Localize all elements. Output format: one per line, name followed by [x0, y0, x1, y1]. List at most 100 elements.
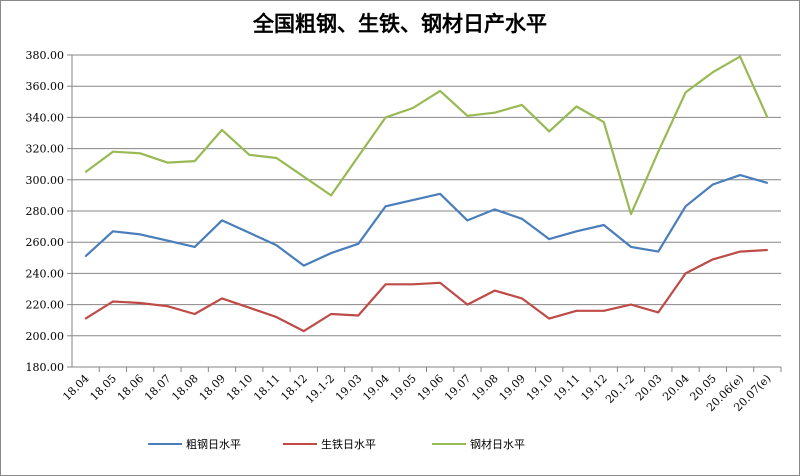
data-point	[384, 205, 387, 208]
data-point	[275, 316, 278, 318]
legend-swatch	[148, 443, 182, 445]
data-point	[575, 230, 578, 233]
data-point	[84, 255, 87, 258]
x-tick-label: 18.11	[251, 372, 282, 403]
x-tick-label: 19.07	[442, 372, 473, 403]
data-point	[684, 91, 687, 94]
x-tick-label: 18.08	[169, 372, 200, 403]
data-point	[739, 55, 741, 58]
data-point	[302, 264, 305, 267]
data-point	[602, 310, 605, 312]
data-point	[766, 182, 769, 184]
data-point	[221, 219, 223, 222]
y-tick-label: 360.00	[26, 80, 65, 93]
data-point	[466, 303, 469, 306]
data-point	[330, 194, 332, 197]
x-tick-label: 18.04	[60, 372, 91, 403]
data-point	[684, 272, 687, 275]
data-point	[357, 314, 360, 317]
data-point	[193, 246, 196, 248]
data-point	[384, 116, 387, 119]
data-point	[575, 105, 578, 108]
x-tick-label: 19.06	[415, 372, 446, 403]
data-point	[412, 107, 414, 109]
x-tick-label: 19.11	[551, 372, 582, 403]
data-point	[493, 208, 496, 211]
data-point	[493, 111, 496, 114]
data-point	[139, 302, 141, 304]
data-point	[193, 313, 196, 315]
data-point	[275, 244, 278, 247]
series-line-2	[85, 248, 768, 333]
x-tick-label: 19.1-2	[303, 372, 337, 406]
x-tick-label: 18.10	[224, 372, 255, 403]
x-tick-label: 18.05	[88, 372, 119, 403]
chart-title: 全国粗钢、生铁、钢材日产水平	[253, 11, 547, 36]
data-point	[112, 230, 114, 233]
data-point	[412, 283, 414, 286]
data-point	[439, 193, 441, 195]
data-point	[193, 160, 196, 162]
data-point	[466, 115, 469, 117]
data-point	[712, 71, 714, 73]
x-tick-label: 20.1-2	[603, 372, 637, 406]
y-tick-label: 260.00	[26, 236, 65, 249]
data-point	[112, 150, 114, 153]
x-tick-label: 19.03	[333, 372, 364, 403]
y-tick-label: 380.00	[26, 49, 65, 62]
data-point	[302, 175, 305, 178]
y-tick-label: 320.00	[26, 143, 65, 156]
data-point	[548, 130, 551, 133]
x-tick-label: 19.04	[360, 372, 391, 403]
data-point	[139, 233, 141, 236]
data-point	[439, 90, 441, 92]
data-point	[248, 154, 251, 156]
y-tick-label: 280.00	[26, 205, 65, 218]
data-point	[275, 157, 278, 159]
y-tick-label: 220.00	[26, 299, 65, 312]
legend-label: 生铁日水平	[321, 438, 376, 451]
x-tick-label: 19.05	[388, 372, 419, 403]
data-point	[657, 150, 660, 153]
data-point	[739, 174, 741, 176]
data-point	[521, 104, 523, 106]
data-point	[766, 116, 769, 119]
data-point	[493, 289, 496, 292]
legend-swatch	[283, 443, 317, 445]
data-point	[439, 281, 441, 284]
x-tick-label: 18.09	[197, 372, 228, 403]
legend-swatch	[432, 443, 466, 445]
data-point	[112, 300, 114, 303]
data-point	[357, 155, 360, 158]
data-point	[521, 297, 523, 300]
data-point	[248, 232, 251, 234]
x-tick-label: 20.04	[660, 372, 691, 403]
data-point	[357, 242, 360, 245]
data-point	[712, 258, 714, 261]
data-point	[330, 252, 332, 254]
data-point	[84, 317, 87, 320]
data-point	[712, 183, 714, 186]
data-point	[139, 152, 141, 155]
data-point	[466, 219, 469, 222]
data-point	[412, 199, 414, 201]
legend-item: 钢材日水平	[432, 436, 525, 452]
y-tick-label: 180.00	[26, 361, 65, 374]
data-point	[166, 239, 169, 242]
data-point	[657, 311, 660, 314]
data-point	[166, 161, 169, 164]
x-tick-label: 18.06	[115, 372, 146, 403]
y-tick-label: 200.00	[26, 330, 65, 343]
legend-item: 生铁日水平	[283, 436, 376, 452]
x-tick-label: 19.08	[469, 372, 500, 403]
x-tick-label: 20.03	[633, 372, 664, 403]
data-point	[330, 313, 332, 315]
data-point	[602, 121, 605, 123]
data-point	[630, 246, 632, 248]
data-point	[384, 283, 387, 286]
data-point	[248, 306, 251, 309]
data-point	[630, 213, 632, 215]
data-point	[766, 249, 769, 251]
data-point	[602, 224, 605, 226]
